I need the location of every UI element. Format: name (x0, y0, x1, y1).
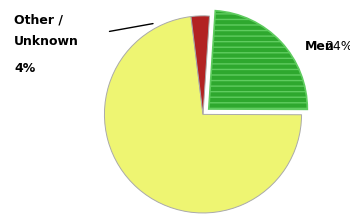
Text: 73%: 73% (158, 143, 192, 157)
Text: 4%: 4% (14, 62, 35, 75)
Text: Unknown: Unknown (14, 35, 79, 48)
Text: Women: Women (146, 121, 204, 135)
Text: 24%: 24% (326, 40, 350, 53)
Wedge shape (104, 16, 302, 213)
Text: Men: Men (304, 40, 334, 53)
Wedge shape (209, 11, 307, 109)
Text: Other /: Other / (14, 13, 63, 26)
Wedge shape (191, 16, 210, 114)
